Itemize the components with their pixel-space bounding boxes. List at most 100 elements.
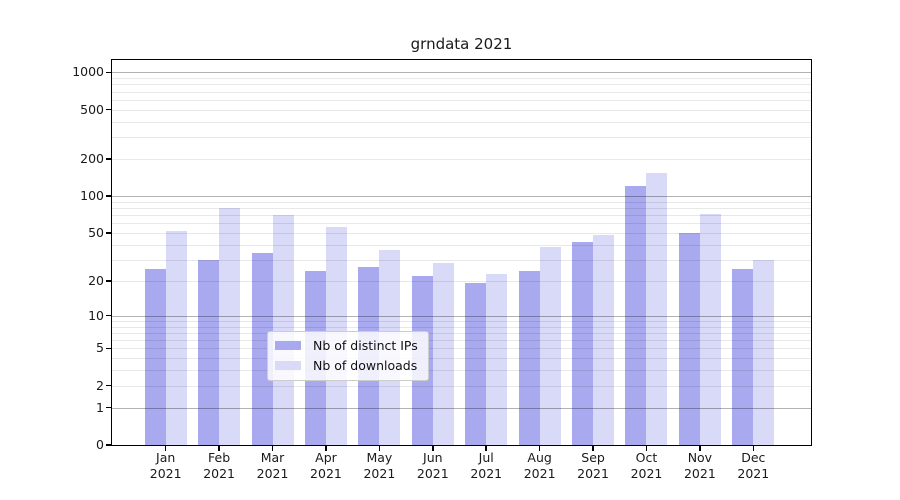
plot-area (112, 60, 811, 445)
bar-downloads-nov (699, 213, 721, 445)
x-tick-year: 2021 (683, 465, 716, 481)
x-tick-month: Dec (741, 450, 766, 465)
x-tick-label-mar: Mar 2021 (243, 450, 303, 481)
legend-swatch-ips (275, 341, 301, 350)
x-tick-month: May (366, 450, 393, 465)
bar-ips-dec (732, 269, 754, 445)
y-tick-label-1: 1 (96, 399, 104, 415)
bar-ips-sep (572, 242, 594, 445)
bars-layer (112, 60, 811, 445)
y-tick-mark-1 (106, 406, 111, 409)
bar-downloads-jul (486, 273, 508, 445)
x-tick-year: 2021 (310, 465, 342, 481)
bar-downloads-jan (165, 230, 187, 445)
x-tick-year: 2021 (149, 465, 182, 481)
x-tick-label-oct: Oct 2021 (616, 450, 676, 481)
x-tick-label-dec: Dec 2021 (723, 450, 783, 481)
y-tick-label-1000: 1000 (72, 64, 104, 80)
y-tick-mark-200 (106, 158, 111, 160)
x-tick-mark-may (378, 446, 381, 451)
x-tick-label-jun: Jun 2021 (403, 450, 463, 481)
x-tick-label-feb: Feb 2021 (189, 450, 249, 481)
x-tick-month: Mar (260, 450, 285, 465)
x-tick-mark-dec (752, 446, 755, 451)
x-tick-month: Aug (527, 450, 552, 465)
x-tick-mark-aug (538, 446, 541, 451)
bar-downloads-feb (219, 207, 241, 445)
y-tick-label-500: 500 (80, 101, 104, 117)
x-tick-month: Apr (315, 450, 337, 465)
y-tick-mark-100 (106, 195, 111, 197)
y-tick-label-100: 100 (80, 188, 104, 204)
y-tick-mark-5 (106, 347, 111, 350)
x-tick-year: 2021 (737, 465, 770, 481)
bar-downloads-mar (272, 215, 294, 445)
bar-ips-nov (678, 232, 700, 445)
bar-downloads-jun (432, 263, 454, 445)
x-tick-mark-jun (432, 446, 434, 451)
legend-label-downloads: Nb of downloads (313, 358, 418, 373)
y-tick-mark-20 (106, 280, 111, 282)
x-tick-mark-feb (218, 446, 220, 451)
y-tick-label-5: 5 (96, 340, 104, 356)
x-tick-label-nov: Nov 2021 (670, 450, 730, 481)
x-tick-year: 2021 (470, 465, 503, 481)
x-tick-mark-jul (485, 446, 487, 451)
y-tick-mark-1000 (106, 71, 111, 74)
x-tick-label-aug: Aug 2021 (510, 450, 570, 481)
legend-item-0: Nb of distinct IPs (275, 338, 418, 353)
y-tick-mark-2 (106, 384, 111, 387)
x-tick-month: Jul (478, 450, 494, 465)
y-tick-mark-500 (106, 108, 111, 111)
y-tick-label-50: 50 (88, 224, 104, 240)
legend-item-1: Nb of downloads (275, 358, 418, 373)
bar-ips-aug (518, 271, 540, 445)
chart-title: grndata 2021 (410, 35, 513, 53)
x-tick-month: Jun (423, 450, 443, 465)
bar-ips-mar (251, 253, 273, 445)
x-tick-mark-oct (645, 446, 648, 451)
x-tick-month: Nov (687, 450, 713, 465)
y-tick-mark-10 (106, 314, 111, 317)
x-tick-year: 2021 (523, 465, 556, 481)
y-tick-label-20: 20 (88, 272, 104, 288)
y-tick-mark-0 (106, 444, 111, 446)
x-tick-mark-sep (592, 446, 594, 451)
y-tick-label-0: 0 (96, 437, 104, 452)
y-tick-label-200: 200 (80, 150, 104, 166)
legend-swatch-downloads (275, 361, 301, 370)
x-tick-label-sep: Sep 2021 (563, 450, 623, 481)
x-tick-year: 2021 (630, 465, 663, 481)
x-tick-label-jan: Jan 2021 (136, 450, 196, 481)
x-tick-mark-mar (271, 446, 274, 451)
bar-ips-jul (465, 283, 487, 445)
bar-ips-jan (144, 269, 166, 445)
x-tick-mark-jan (164, 446, 167, 451)
bar-downloads-dec (753, 259, 775, 445)
x-tick-year: 2021 (256, 465, 289, 481)
y-tick-label-10: 10 (88, 307, 104, 323)
x-tick-year: 2021 (203, 465, 236, 481)
x-tick-label-apr: Apr 2021 (296, 450, 356, 481)
x-tick-month: Sep (581, 450, 605, 465)
x-tick-label-may: May 2021 (349, 450, 409, 481)
x-tick-month: Feb (208, 450, 231, 465)
legend: Nb of distinct IPs Nb of downloads (267, 331, 429, 381)
y-tick-mark-50 (106, 232, 111, 234)
bar-ips-feb (198, 259, 220, 445)
bar-downloads-sep (593, 235, 615, 445)
bar-downloads-aug (539, 247, 561, 445)
x-tick-month: Oct (635, 450, 658, 465)
x-tick-label-jul: Jul 2021 (456, 450, 516, 481)
y-tick-label-2: 2 (96, 377, 104, 393)
bar-ips-oct (625, 186, 647, 445)
x-tick-mark-nov (699, 446, 701, 451)
x-tick-year: 2021 (577, 465, 609, 481)
x-tick-year: 2021 (363, 465, 396, 481)
bar-downloads-oct (646, 172, 668, 445)
x-tick-month: Jan (156, 450, 176, 465)
x-tick-year: 2021 (416, 465, 449, 481)
x-tick-mark-apr (325, 446, 327, 451)
legend-label-ips: Nb of distinct IPs (313, 338, 418, 353)
